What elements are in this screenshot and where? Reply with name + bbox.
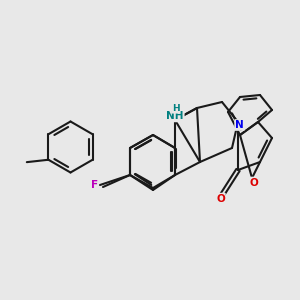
Text: N: N xyxy=(235,120,244,130)
Text: NH: NH xyxy=(166,111,184,122)
Text: H: H xyxy=(172,104,179,113)
Text: F: F xyxy=(91,180,98,190)
Text: O: O xyxy=(249,178,258,188)
Text: O: O xyxy=(216,194,225,204)
